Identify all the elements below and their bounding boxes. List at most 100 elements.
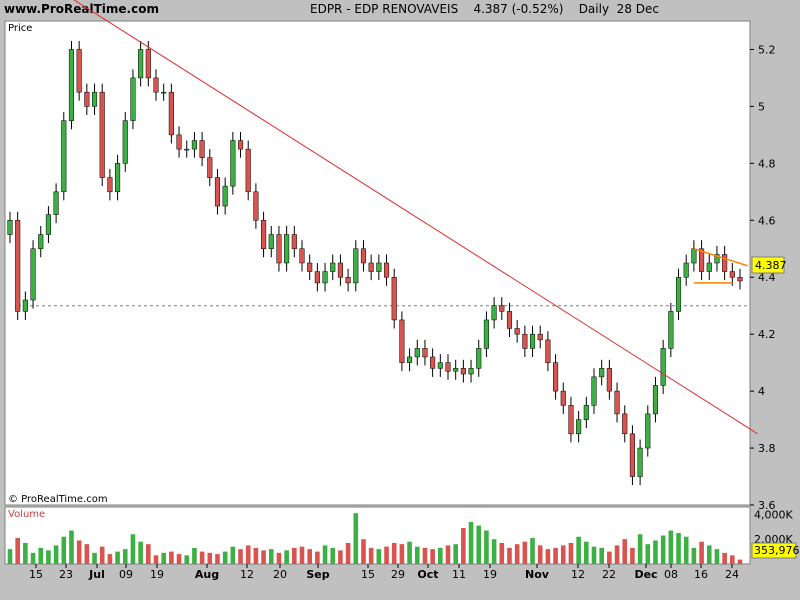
volume-bar <box>683 536 689 564</box>
volume-bar <box>53 545 59 564</box>
volume-bar <box>737 559 743 564</box>
price-tick-label: 4.4 <box>758 271 776 284</box>
candle-body <box>506 311 513 329</box>
candle-body <box>583 405 589 420</box>
candle-body <box>652 385 659 415</box>
candlestick-series <box>7 40 743 486</box>
candle-body <box>737 276 743 282</box>
price-tick-label: 4.8 <box>758 157 776 170</box>
candle-body <box>468 368 474 375</box>
site-label[interactable]: www.ProRealTime.com <box>4 2 159 16</box>
candle-body <box>453 368 459 372</box>
triangle-pattern <box>693 248 748 284</box>
candle-body <box>299 248 305 264</box>
candle-body <box>645 413 651 449</box>
candle-body <box>222 185 228 207</box>
candle-body <box>307 262 313 272</box>
volume-bar <box>553 547 558 564</box>
volume-bar <box>122 549 128 564</box>
volume-bar <box>576 536 581 564</box>
volume-bar <box>61 536 67 564</box>
volume-tick-label: 4,000K <box>754 508 793 521</box>
volume-bar <box>545 549 551 564</box>
candle-body <box>91 91 98 107</box>
price-tick-label: 4.6 <box>758 214 776 227</box>
price-axis: 3.6 3.8 4 4.2 4.4 4.6 4.8 5 5.2 <box>750 43 776 512</box>
volume-bar <box>7 549 13 564</box>
last-volume-box <box>751 542 797 559</box>
volume-bar <box>338 550 343 564</box>
volume-bar <box>430 549 435 564</box>
candle-body <box>576 419 582 435</box>
candle-body <box>107 177 113 193</box>
x-tick-label: 12 <box>240 568 254 581</box>
candle-body <box>130 77 136 121</box>
volume-bar <box>76 540 82 564</box>
volume-bar <box>622 539 628 564</box>
candle-body <box>668 311 674 349</box>
candle-body <box>45 214 51 235</box>
volume-bar <box>645 544 651 564</box>
volume-bar <box>84 544 90 564</box>
volume-bar <box>115 551 120 564</box>
volume-bar <box>192 547 197 564</box>
trendline <box>73 0 758 435</box>
volume-bar <box>560 545 566 564</box>
candle-body <box>599 368 605 378</box>
x-tick-label: Sep <box>306 568 329 581</box>
candle-body <box>591 376 597 406</box>
candle-body <box>422 348 428 358</box>
volume-bar <box>422 547 428 564</box>
candle-body <box>322 271 328 284</box>
chart-title: EDPR - EDP RENOVAVEIS 4.387 (-0.52%) Dai… <box>310 2 659 16</box>
candle-body <box>614 390 620 415</box>
volume-bar <box>530 537 535 564</box>
volume-bar <box>630 547 635 564</box>
candle-body <box>214 177 221 207</box>
candle-body <box>176 134 182 150</box>
candle-body <box>30 248 36 301</box>
last-price-text: 4.387 <box>755 259 787 272</box>
candle-body <box>568 405 574 435</box>
candle-body <box>284 234 290 264</box>
candle-body <box>38 234 44 250</box>
volume-bar <box>99 546 105 564</box>
candle-body <box>115 163 121 193</box>
candle-body <box>276 234 282 264</box>
x-tick-label: 20 <box>273 568 287 581</box>
price-tick-label: 4 <box>758 385 765 398</box>
x-tick-label: Aug <box>195 568 219 581</box>
volume-bar <box>691 547 697 564</box>
volume-bar <box>591 546 597 564</box>
volume-bar <box>23 542 28 564</box>
volume-bar <box>722 552 727 564</box>
x-tick-label: Dec <box>634 568 657 581</box>
candle-body <box>15 220 21 312</box>
candle-body <box>145 49 151 79</box>
candle-body <box>714 254 720 264</box>
candle-body <box>529 333 536 349</box>
x-tick-label: 15 <box>361 568 375 581</box>
candle-body <box>261 220 267 250</box>
volume-bar <box>568 542 574 564</box>
x-tick-label: Nov <box>525 568 550 581</box>
volume-bar <box>514 544 520 564</box>
triangle-upper-line <box>693 248 748 267</box>
candle-body <box>383 262 390 278</box>
chart-header: www.ProRealTime.com EDPR - EDP RENOVAVEI… <box>0 0 800 20</box>
volume-bar <box>330 547 336 564</box>
candle-body <box>153 77 159 93</box>
candle-body <box>22 299 28 312</box>
candle-body <box>7 220 13 235</box>
volume-bar <box>476 525 482 564</box>
x-tick-label: 15 <box>29 568 43 581</box>
volume-bar <box>161 552 166 564</box>
volume-bar <box>668 530 674 564</box>
volume-bar <box>276 552 282 564</box>
candle-body <box>476 348 482 369</box>
candle-body <box>430 356 436 369</box>
volume-bar <box>522 541 528 564</box>
volume-bar <box>399 544 405 564</box>
candle-body <box>537 333 543 341</box>
